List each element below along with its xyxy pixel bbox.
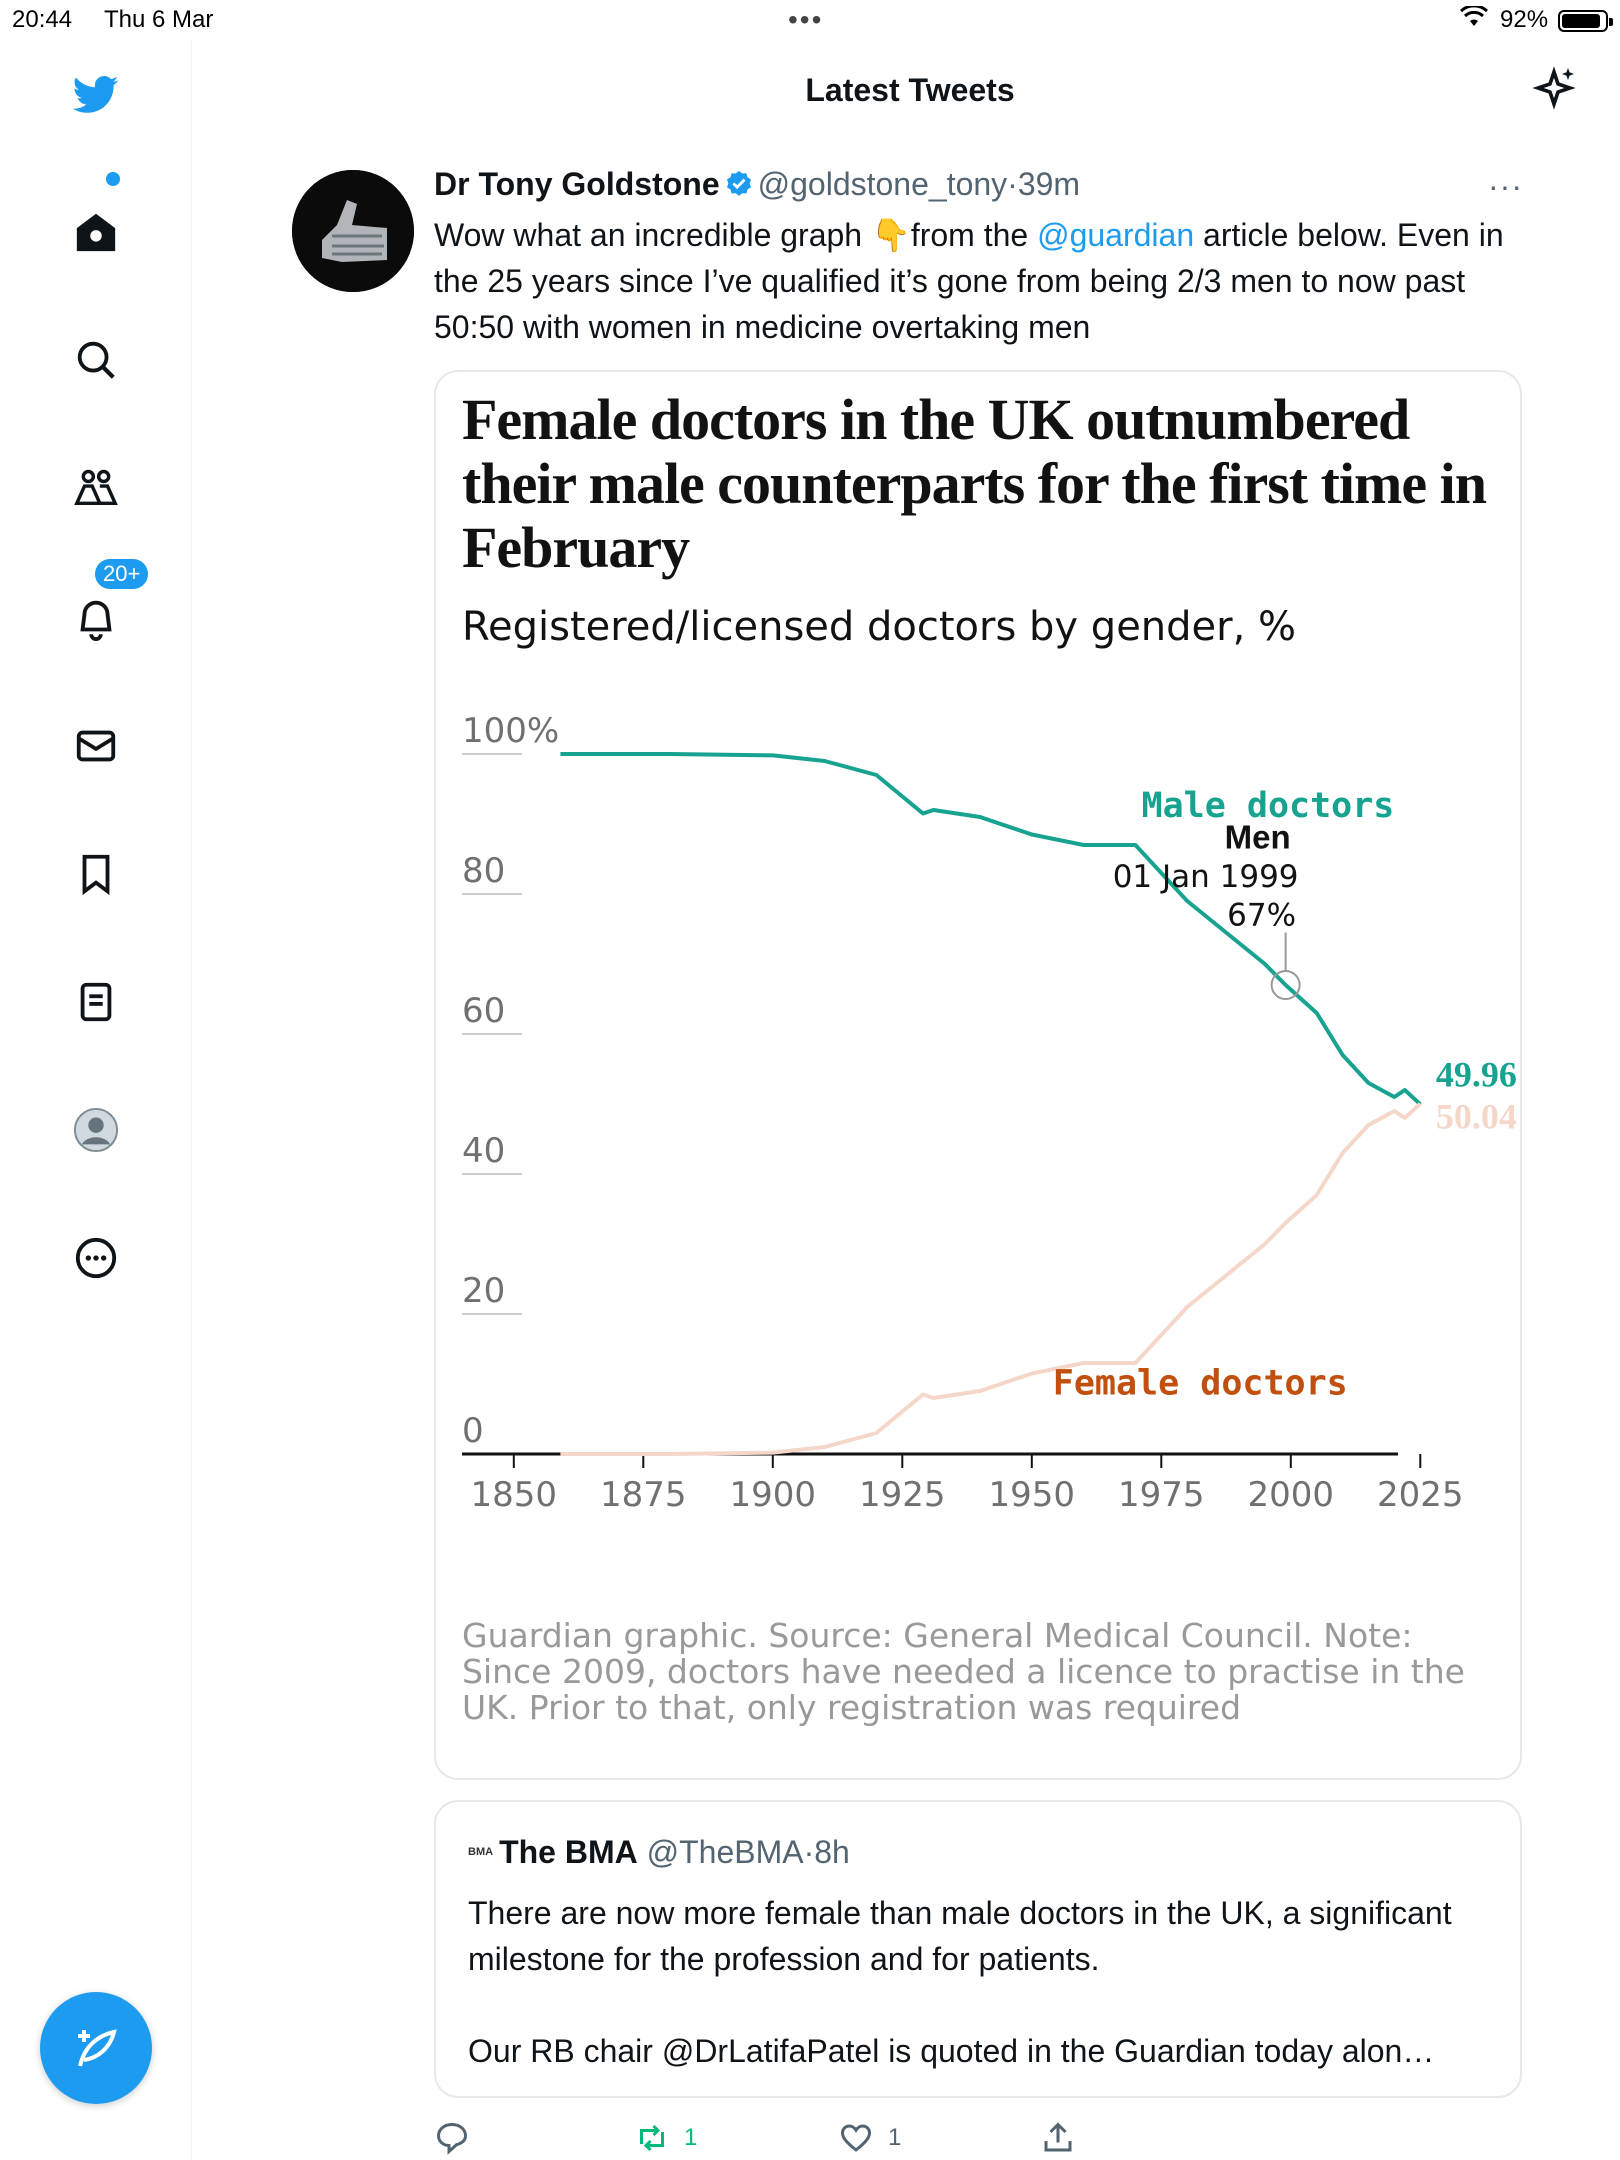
x-tick-label: 2000 — [1248, 1475, 1335, 1515]
bma-logo-icon: BMA — [468, 1846, 494, 1858]
x-tick-label: 1925 — [859, 1475, 946, 1515]
quote-paragraph: Our RB chair @DrLatifaPatel is quoted in… — [468, 2033, 1435, 2069]
reply-icon — [436, 2122, 468, 2155]
notifications-badge: 20+ — [92, 556, 152, 592]
tweet-header: Dr Tony Goldstone @goldstone_tony·39m — [434, 166, 1080, 207]
line-chart: 100% 80 60 40 20 0 1850 1875 1900 1925 1950 1975 200… — [462, 711, 1522, 1515]
communities-icon[interactable] — [68, 460, 124, 516]
home-unread-dot — [106, 172, 120, 186]
chart-subtitle: Registered/licensed doctors by gender, % — [462, 604, 1297, 650]
tweet-text: Wow what an incredible graph 👇from the @… — [434, 212, 1534, 350]
tweet-text-part: Wow what an incredible graph — [434, 217, 871, 253]
status-bar: 20:44 Thu 6 Mar ••• 92% — [0, 0, 1620, 40]
male-end-value-label: 49.96% — [1436, 1055, 1522, 1095]
x-tick-label: 1950 — [989, 1475, 1076, 1515]
heart-icon — [840, 2124, 872, 2152]
tweet-text-part: from the — [910, 217, 1038, 253]
female-doctors-line — [560, 1102, 1422, 1456]
quote-time: 8h — [814, 1834, 850, 1870]
verified-icon — [724, 169, 754, 207]
tooltip-date: 01 Jan 1999 — [1113, 859, 1299, 895]
profile-icon[interactable] — [68, 1102, 124, 1158]
sparkle-icon[interactable] — [1532, 64, 1580, 112]
tweet-time[interactable]: 39m — [1017, 166, 1081, 202]
x-tick-label: 1875 — [600, 1475, 687, 1515]
y-tick-label: 60 — [462, 991, 505, 1031]
pointing-down-emoji: 👇 — [870, 217, 911, 253]
tooltip-marker — [1270, 970, 1301, 1000]
y-tick-label: 80 — [462, 851, 505, 891]
quote-text: There are now more female than male doct… — [468, 1890, 1488, 2074]
reply-button[interactable] — [434, 2120, 470, 2156]
x-tick-label: 1975 — [1118, 1475, 1205, 1515]
twitter-logo-icon[interactable] — [68, 66, 124, 122]
retweet-icon — [640, 2124, 664, 2152]
quote-author-name: The BMA — [499, 1834, 638, 1870]
y-tick-label: 20 — [462, 1271, 505, 1311]
male-doctors-line — [560, 752, 1422, 1106]
y-tick-label: 100% — [462, 711, 559, 751]
bookmarks-icon[interactable] — [68, 846, 124, 902]
chart-title: Female doctors in the UK outnumbered the… — [462, 387, 1487, 580]
tooltip-value: 67% — [1227, 898, 1296, 934]
female-end-value-label: 50.04% — [1436, 1097, 1522, 1137]
retweet-count: 1 — [684, 2124, 698, 2151]
quote-header: BMA The BMA @TheBMA·8h — [468, 1834, 850, 1871]
avatar[interactable] — [292, 170, 414, 292]
battery-icon — [1558, 10, 1613, 32]
notifications-icon[interactable] — [68, 590, 124, 646]
more-options-icon[interactable] — [68, 1230, 124, 1286]
x-tick-label: 1850 — [471, 1475, 558, 1515]
y-tick-label: 40 — [462, 1131, 505, 1171]
mention-link[interactable]: @guardian — [1037, 217, 1195, 253]
quote-author-handle: @TheBMA — [646, 1834, 804, 1870]
separator: · — [803, 1834, 815, 1870]
chart-note: Guardian graphic. Source: General Medica… — [462, 1616, 1465, 1727]
male-series-label: Male doctors — [1142, 786, 1395, 826]
search-icon[interactable] — [68, 332, 124, 388]
separator: · — [1007, 166, 1018, 202]
multitasking-dots-icon[interactable]: ••• — [788, 4, 824, 35]
share-icon — [1044, 2122, 1072, 2152]
lists-icon[interactable] — [68, 974, 124, 1030]
messages-icon[interactable] — [68, 718, 124, 774]
battery-percent: 92% — [1500, 6, 1549, 33]
tweet-text-part: article below. Even in the 25 years sinc… — [434, 217, 1504, 345]
tweet-media-image[interactable]: Female doctors in the UK outnumbered the… — [434, 370, 1522, 1780]
tooltip-series-label: Men — [1225, 819, 1291, 856]
tweet-more-icon[interactable]: ··· — [1488, 168, 1523, 204]
x-tick-label: 2025 — [1377, 1475, 1464, 1515]
wifi-icon — [1459, 4, 1489, 35]
female-series-label: Female doctors — [1053, 1364, 1348, 1404]
like-button[interactable]: 1 — [838, 2120, 901, 2156]
home-icon[interactable] — [68, 204, 124, 260]
author-name[interactable]: Dr Tony Goldstone — [434, 166, 720, 202]
compose-tweet-button[interactable] — [40, 1992, 152, 2104]
sidebar: 20+ — [0, 40, 192, 2160]
page-title: Latest Tweets — [805, 72, 1015, 108]
share-button[interactable] — [1040, 2120, 1076, 2156]
like-count: 1 — [888, 2124, 902, 2151]
quoted-tweet[interactable]: BMA The BMA @TheBMA·8h There are now more… — [434, 1800, 1522, 2098]
quote-paragraph: There are now more female than male doct… — [468, 1895, 1452, 1977]
x-tick-label: 1900 — [730, 1475, 817, 1515]
status-time: 20:44 — [12, 6, 73, 33]
status-date: Thu 6 Mar — [104, 6, 214, 33]
retweet-button[interactable]: 1 — [634, 2120, 697, 2156]
y-tick-label: 0 — [462, 1411, 484, 1451]
author-handle[interactable]: @goldstone_tony — [757, 166, 1008, 202]
